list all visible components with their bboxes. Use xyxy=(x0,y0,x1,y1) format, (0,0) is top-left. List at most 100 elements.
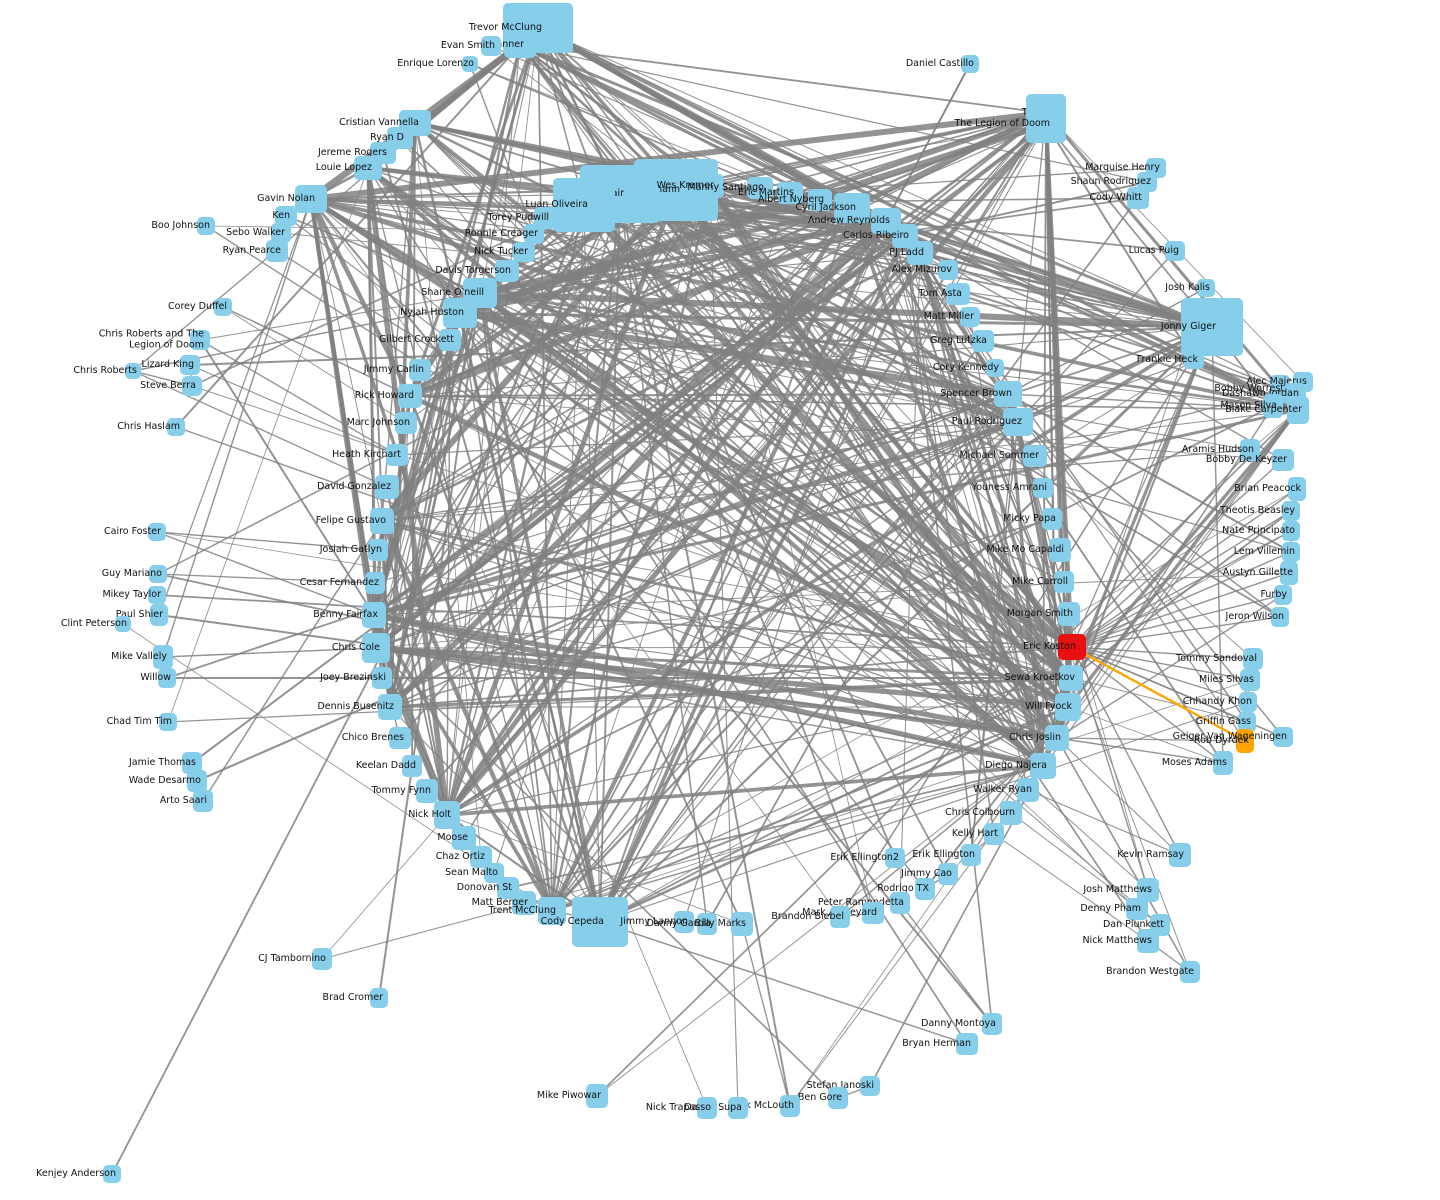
graph-node[interactable] xyxy=(1240,439,1260,461)
graph-node[interactable] xyxy=(362,602,386,628)
graph-node[interactable] xyxy=(372,667,392,689)
graph-node[interactable] xyxy=(187,770,207,792)
graph-node[interactable] xyxy=(890,892,910,914)
graph-node[interactable] xyxy=(150,604,168,626)
graph-node[interactable] xyxy=(1184,351,1204,369)
graph-node[interactable] xyxy=(524,224,544,244)
graph-node[interactable] xyxy=(1239,692,1257,712)
graph-node[interactable] xyxy=(439,329,461,351)
graph-node[interactable] xyxy=(402,755,422,777)
graph-node[interactable] xyxy=(167,418,185,436)
graph-node[interactable] xyxy=(1272,449,1294,471)
graph-node[interactable] xyxy=(504,32,536,58)
graph-node[interactable] xyxy=(984,823,1004,845)
graph-node[interactable] xyxy=(1165,241,1185,261)
graph-node[interactable] xyxy=(103,1165,121,1183)
graph-node[interactable] xyxy=(1287,396,1309,424)
graph-node[interactable] xyxy=(513,242,535,262)
graph-node[interactable] xyxy=(1213,751,1233,775)
graph-node[interactable] xyxy=(149,565,167,583)
graph-node[interactable] xyxy=(386,444,408,466)
graph-node[interactable] xyxy=(365,572,385,594)
graph-node[interactable] xyxy=(915,878,935,900)
graph-node[interactable] xyxy=(443,298,477,328)
graph-node[interactable] xyxy=(946,283,970,305)
graph-node[interactable] xyxy=(434,801,460,829)
graph-node[interactable] xyxy=(728,1097,748,1119)
graph-node[interactable] xyxy=(1238,712,1256,732)
graph-node[interactable] xyxy=(1282,521,1300,541)
graph-node[interactable] xyxy=(1127,187,1149,209)
graph-node[interactable] xyxy=(1280,561,1298,585)
graph-node[interactable] xyxy=(777,182,803,204)
graph-node[interactable] xyxy=(197,217,215,235)
graph-node[interactable] xyxy=(697,1097,717,1119)
graph-node[interactable] xyxy=(1197,279,1215,297)
graph-node[interactable] xyxy=(1059,665,1083,691)
graph-node[interactable] xyxy=(470,846,492,868)
graph-node[interactable] xyxy=(275,206,297,226)
graph-node[interactable] xyxy=(1000,801,1022,825)
graph-node[interactable] xyxy=(1003,408,1033,436)
graph-node[interactable] xyxy=(938,863,958,885)
graph-node[interactable] xyxy=(1017,778,1039,802)
graph-node[interactable] xyxy=(860,1076,880,1096)
graph-node[interactable] xyxy=(1282,542,1300,562)
graph-node[interactable] xyxy=(1045,725,1069,751)
graph-node[interactable] xyxy=(1263,394,1283,418)
graph-node[interactable] xyxy=(885,848,905,868)
graph-node[interactable] xyxy=(907,241,933,265)
graph-node[interactable] xyxy=(808,189,832,211)
graph-node[interactable] xyxy=(271,223,291,243)
graph-node[interactable] xyxy=(828,1087,848,1109)
graph-node[interactable] xyxy=(1137,878,1159,902)
graph-node[interactable] xyxy=(961,844,981,866)
graph-node[interactable] xyxy=(295,185,327,213)
graph-node[interactable] xyxy=(961,55,979,73)
graph-node[interactable] xyxy=(125,363,141,379)
graph-node[interactable] xyxy=(1271,607,1289,627)
graph-node[interactable] xyxy=(398,384,422,408)
graph-node[interactable] xyxy=(534,207,556,229)
graph-node[interactable] xyxy=(960,307,980,327)
graph-node[interactable] xyxy=(1023,445,1047,467)
graph-node[interactable] xyxy=(354,156,382,180)
graph-node[interactable] xyxy=(956,1033,978,1055)
graph-node[interactable] xyxy=(115,616,131,632)
graph-node[interactable] xyxy=(862,902,884,924)
graph-node[interactable] xyxy=(586,1084,608,1108)
graph-node[interactable] xyxy=(266,240,288,262)
graph-node[interactable] xyxy=(1273,727,1293,747)
graph-node[interactable] xyxy=(1288,477,1306,501)
graph-node[interactable] xyxy=(159,713,177,731)
graph-node[interactable] xyxy=(312,948,332,970)
graph-node[interactable] xyxy=(362,633,390,663)
graph-node[interactable] xyxy=(1030,753,1056,779)
graph-node[interactable] xyxy=(1026,105,1066,143)
graph-node[interactable] xyxy=(747,177,773,199)
graph-node[interactable] xyxy=(214,298,232,316)
graph-node[interactable] xyxy=(153,645,173,669)
graph-node[interactable] xyxy=(148,586,166,604)
graph-node[interactable] xyxy=(1180,961,1200,983)
graph-node[interactable] xyxy=(416,779,438,803)
graph-node[interactable] xyxy=(368,539,388,561)
graph-node[interactable] xyxy=(834,193,870,223)
graph-node[interactable] xyxy=(148,523,166,541)
graph-node[interactable] xyxy=(1055,693,1081,721)
graph-node[interactable] xyxy=(1274,585,1292,605)
graph-node[interactable] xyxy=(697,913,717,935)
graph-node[interactable] xyxy=(780,1095,800,1117)
graph-node[interactable] xyxy=(180,355,200,375)
graph-node[interactable] xyxy=(1181,298,1243,356)
graph-node[interactable] xyxy=(1243,648,1263,670)
graph-node[interactable] xyxy=(409,359,431,381)
graph-node[interactable] xyxy=(1058,634,1086,660)
graph-node[interactable] xyxy=(481,36,501,56)
graph-node[interactable] xyxy=(986,359,1004,377)
graph-node[interactable] xyxy=(182,376,202,396)
graph-node[interactable] xyxy=(158,668,176,688)
graph-node[interactable] xyxy=(370,508,394,534)
graph-node[interactable] xyxy=(696,174,724,198)
